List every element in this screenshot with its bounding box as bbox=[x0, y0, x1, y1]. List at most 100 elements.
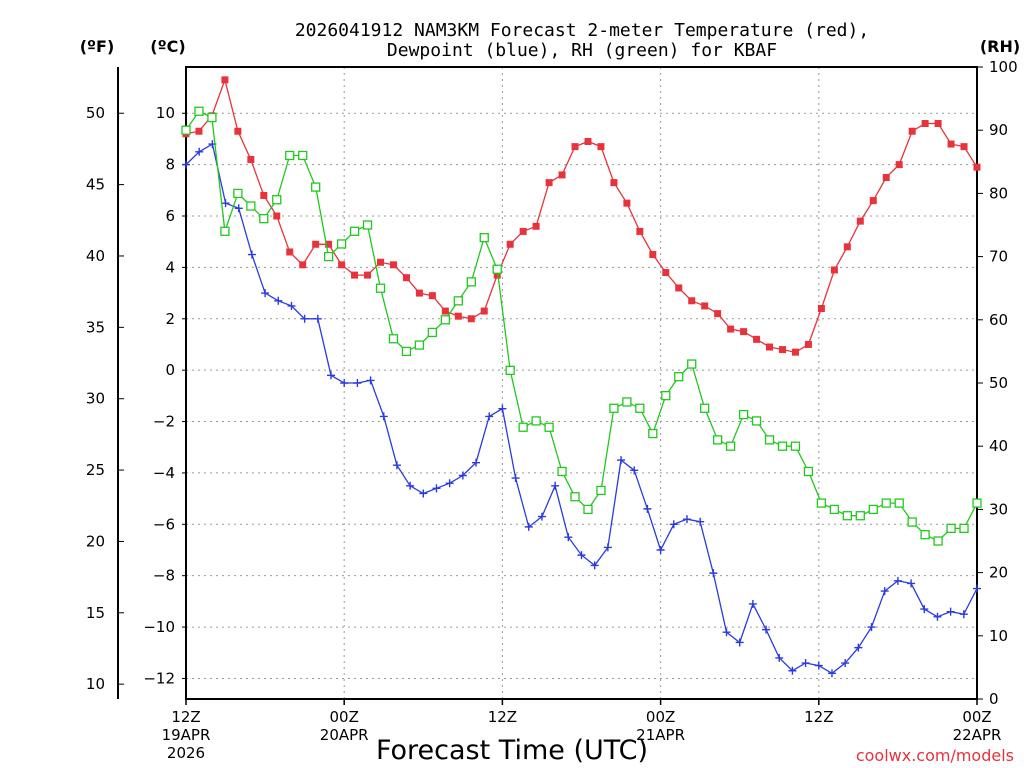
temperature-point bbox=[882, 173, 890, 181]
x-tick-label: 12Z bbox=[171, 708, 200, 726]
temperature-point bbox=[921, 120, 929, 128]
temperature-point bbox=[584, 138, 592, 146]
dewpoint-point bbox=[735, 638, 744, 647]
dewpoint-point bbox=[353, 379, 362, 387]
credit-link[interactable]: coolwx.com/models bbox=[856, 746, 1014, 765]
x-tick-label: 22APR bbox=[953, 726, 1002, 744]
temperature-point bbox=[688, 297, 696, 305]
rh-point bbox=[687, 359, 697, 369]
dewpoint-point bbox=[880, 587, 889, 596]
rh-point bbox=[375, 283, 386, 293]
dewpoint-point bbox=[788, 666, 797, 675]
rh-point bbox=[946, 523, 956, 534]
rh-point bbox=[725, 441, 736, 451]
rh-point bbox=[311, 182, 321, 192]
x-tick-label: 12Z bbox=[804, 708, 833, 726]
rh-point bbox=[972, 498, 982, 508]
temperature-point bbox=[636, 227, 644, 235]
temperature-point bbox=[869, 197, 877, 205]
rh-point bbox=[959, 523, 969, 534]
dewpoint-point bbox=[445, 479, 454, 488]
rh-point bbox=[868, 504, 878, 515]
temperature-point bbox=[817, 304, 825, 312]
rh-point bbox=[907, 517, 917, 527]
rh-point bbox=[803, 466, 814, 477]
temperature-point bbox=[545, 179, 553, 187]
temperature-point bbox=[299, 261, 307, 269]
x-tick-label: 21APR bbox=[636, 726, 685, 744]
temperature-point bbox=[610, 179, 618, 187]
celsius-unit-label: (ºC) bbox=[150, 37, 185, 56]
temperature-point bbox=[727, 325, 735, 333]
celsius-tick-label: −6 bbox=[153, 515, 175, 533]
dewpoint-point bbox=[907, 579, 916, 588]
temperature-point bbox=[753, 335, 761, 343]
rh-tick-label: 30 bbox=[989, 500, 1008, 518]
rh-point bbox=[440, 315, 450, 325]
temperature-point bbox=[597, 143, 605, 151]
celsius-tick-label: 10 bbox=[156, 104, 175, 122]
temperature-point bbox=[649, 251, 657, 259]
chart-title-line-2: Dewpoint (blue), RH (green) for KBAF bbox=[387, 40, 777, 61]
dewpoint-point bbox=[472, 458, 481, 467]
fahrenheit-tick-label: 25 bbox=[86, 461, 105, 479]
rh-tick-label: 60 bbox=[989, 311, 1008, 329]
dewpoint-point bbox=[775, 653, 784, 662]
dewpoint-point bbox=[630, 466, 639, 475]
dewpoint-point bbox=[379, 412, 388, 421]
dewpoint-point bbox=[643, 504, 652, 513]
rh-point bbox=[842, 511, 852, 521]
rh-point bbox=[661, 390, 671, 401]
dewpoint-point bbox=[933, 612, 942, 621]
temperature-point bbox=[623, 199, 631, 207]
dewpoint-point bbox=[432, 484, 441, 493]
x-axis-label: Forecast Time (UTC) bbox=[376, 735, 648, 766]
dewpoint-point bbox=[300, 314, 309, 323]
temperature-point bbox=[506, 240, 514, 248]
temperature-point bbox=[856, 217, 864, 225]
rh-point bbox=[246, 201, 256, 211]
rh-tick-label: 40 bbox=[989, 437, 1008, 455]
fahrenheit-tick-label: 35 bbox=[86, 318, 105, 336]
rh-point bbox=[570, 492, 580, 502]
dewpoint-point bbox=[748, 599, 757, 608]
dewpoint-point bbox=[195, 147, 204, 156]
dewpoint-point bbox=[801, 659, 810, 668]
temperature-series bbox=[182, 76, 981, 356]
dewpoint-point bbox=[603, 543, 612, 552]
dewpoint-point bbox=[656, 545, 665, 554]
temperature-point bbox=[934, 120, 942, 128]
fahrenheit-tick-label: 15 bbox=[86, 604, 105, 622]
dewpoint-series bbox=[182, 140, 981, 678]
rh-tick-label: 70 bbox=[989, 248, 1008, 266]
temperature-point bbox=[260, 191, 268, 199]
temperature-point bbox=[428, 292, 436, 300]
rh-point bbox=[194, 106, 204, 116]
temperature-point bbox=[338, 261, 346, 269]
rh-point bbox=[738, 409, 749, 420]
dewpoint-point bbox=[854, 643, 863, 652]
x-tick-label: 2026 bbox=[167, 744, 205, 762]
dewpoint-point bbox=[867, 623, 876, 632]
x-tick-label: 19APR bbox=[162, 726, 211, 744]
temperature-point bbox=[701, 302, 709, 310]
dewpoint-point bbox=[762, 625, 771, 634]
dewpoint-point bbox=[419, 489, 428, 498]
rh-point bbox=[829, 504, 840, 515]
x-tick-label: 12Z bbox=[488, 708, 517, 726]
dewpoint-point bbox=[841, 659, 850, 668]
temperature-point bbox=[364, 271, 372, 279]
temperature-point bbox=[908, 127, 916, 135]
dewpoint-point bbox=[669, 520, 678, 529]
temperature-point bbox=[286, 248, 294, 256]
dewpoint-point bbox=[590, 561, 599, 570]
rh-point bbox=[233, 188, 243, 199]
temperature-point bbox=[377, 258, 385, 266]
rh-point bbox=[933, 536, 943, 546]
rh-point bbox=[894, 498, 904, 508]
rh-point bbox=[531, 416, 541, 426]
temperature-point bbox=[195, 127, 203, 135]
temperature-point bbox=[454, 312, 462, 320]
dewpoint-point bbox=[261, 289, 270, 298]
